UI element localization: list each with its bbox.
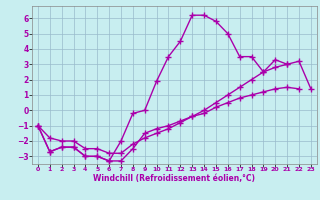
X-axis label: Windchill (Refroidissement éolien,°C): Windchill (Refroidissement éolien,°C) bbox=[93, 174, 255, 183]
